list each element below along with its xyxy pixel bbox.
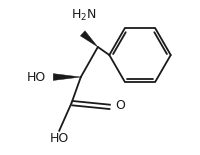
Text: HO: HO bbox=[27, 71, 46, 84]
Text: $\mathregular{H_2N}$: $\mathregular{H_2N}$ bbox=[71, 7, 97, 23]
Polygon shape bbox=[53, 74, 80, 80]
Text: HO: HO bbox=[49, 132, 68, 145]
Polygon shape bbox=[80, 31, 97, 47]
Text: O: O bbox=[115, 99, 124, 112]
